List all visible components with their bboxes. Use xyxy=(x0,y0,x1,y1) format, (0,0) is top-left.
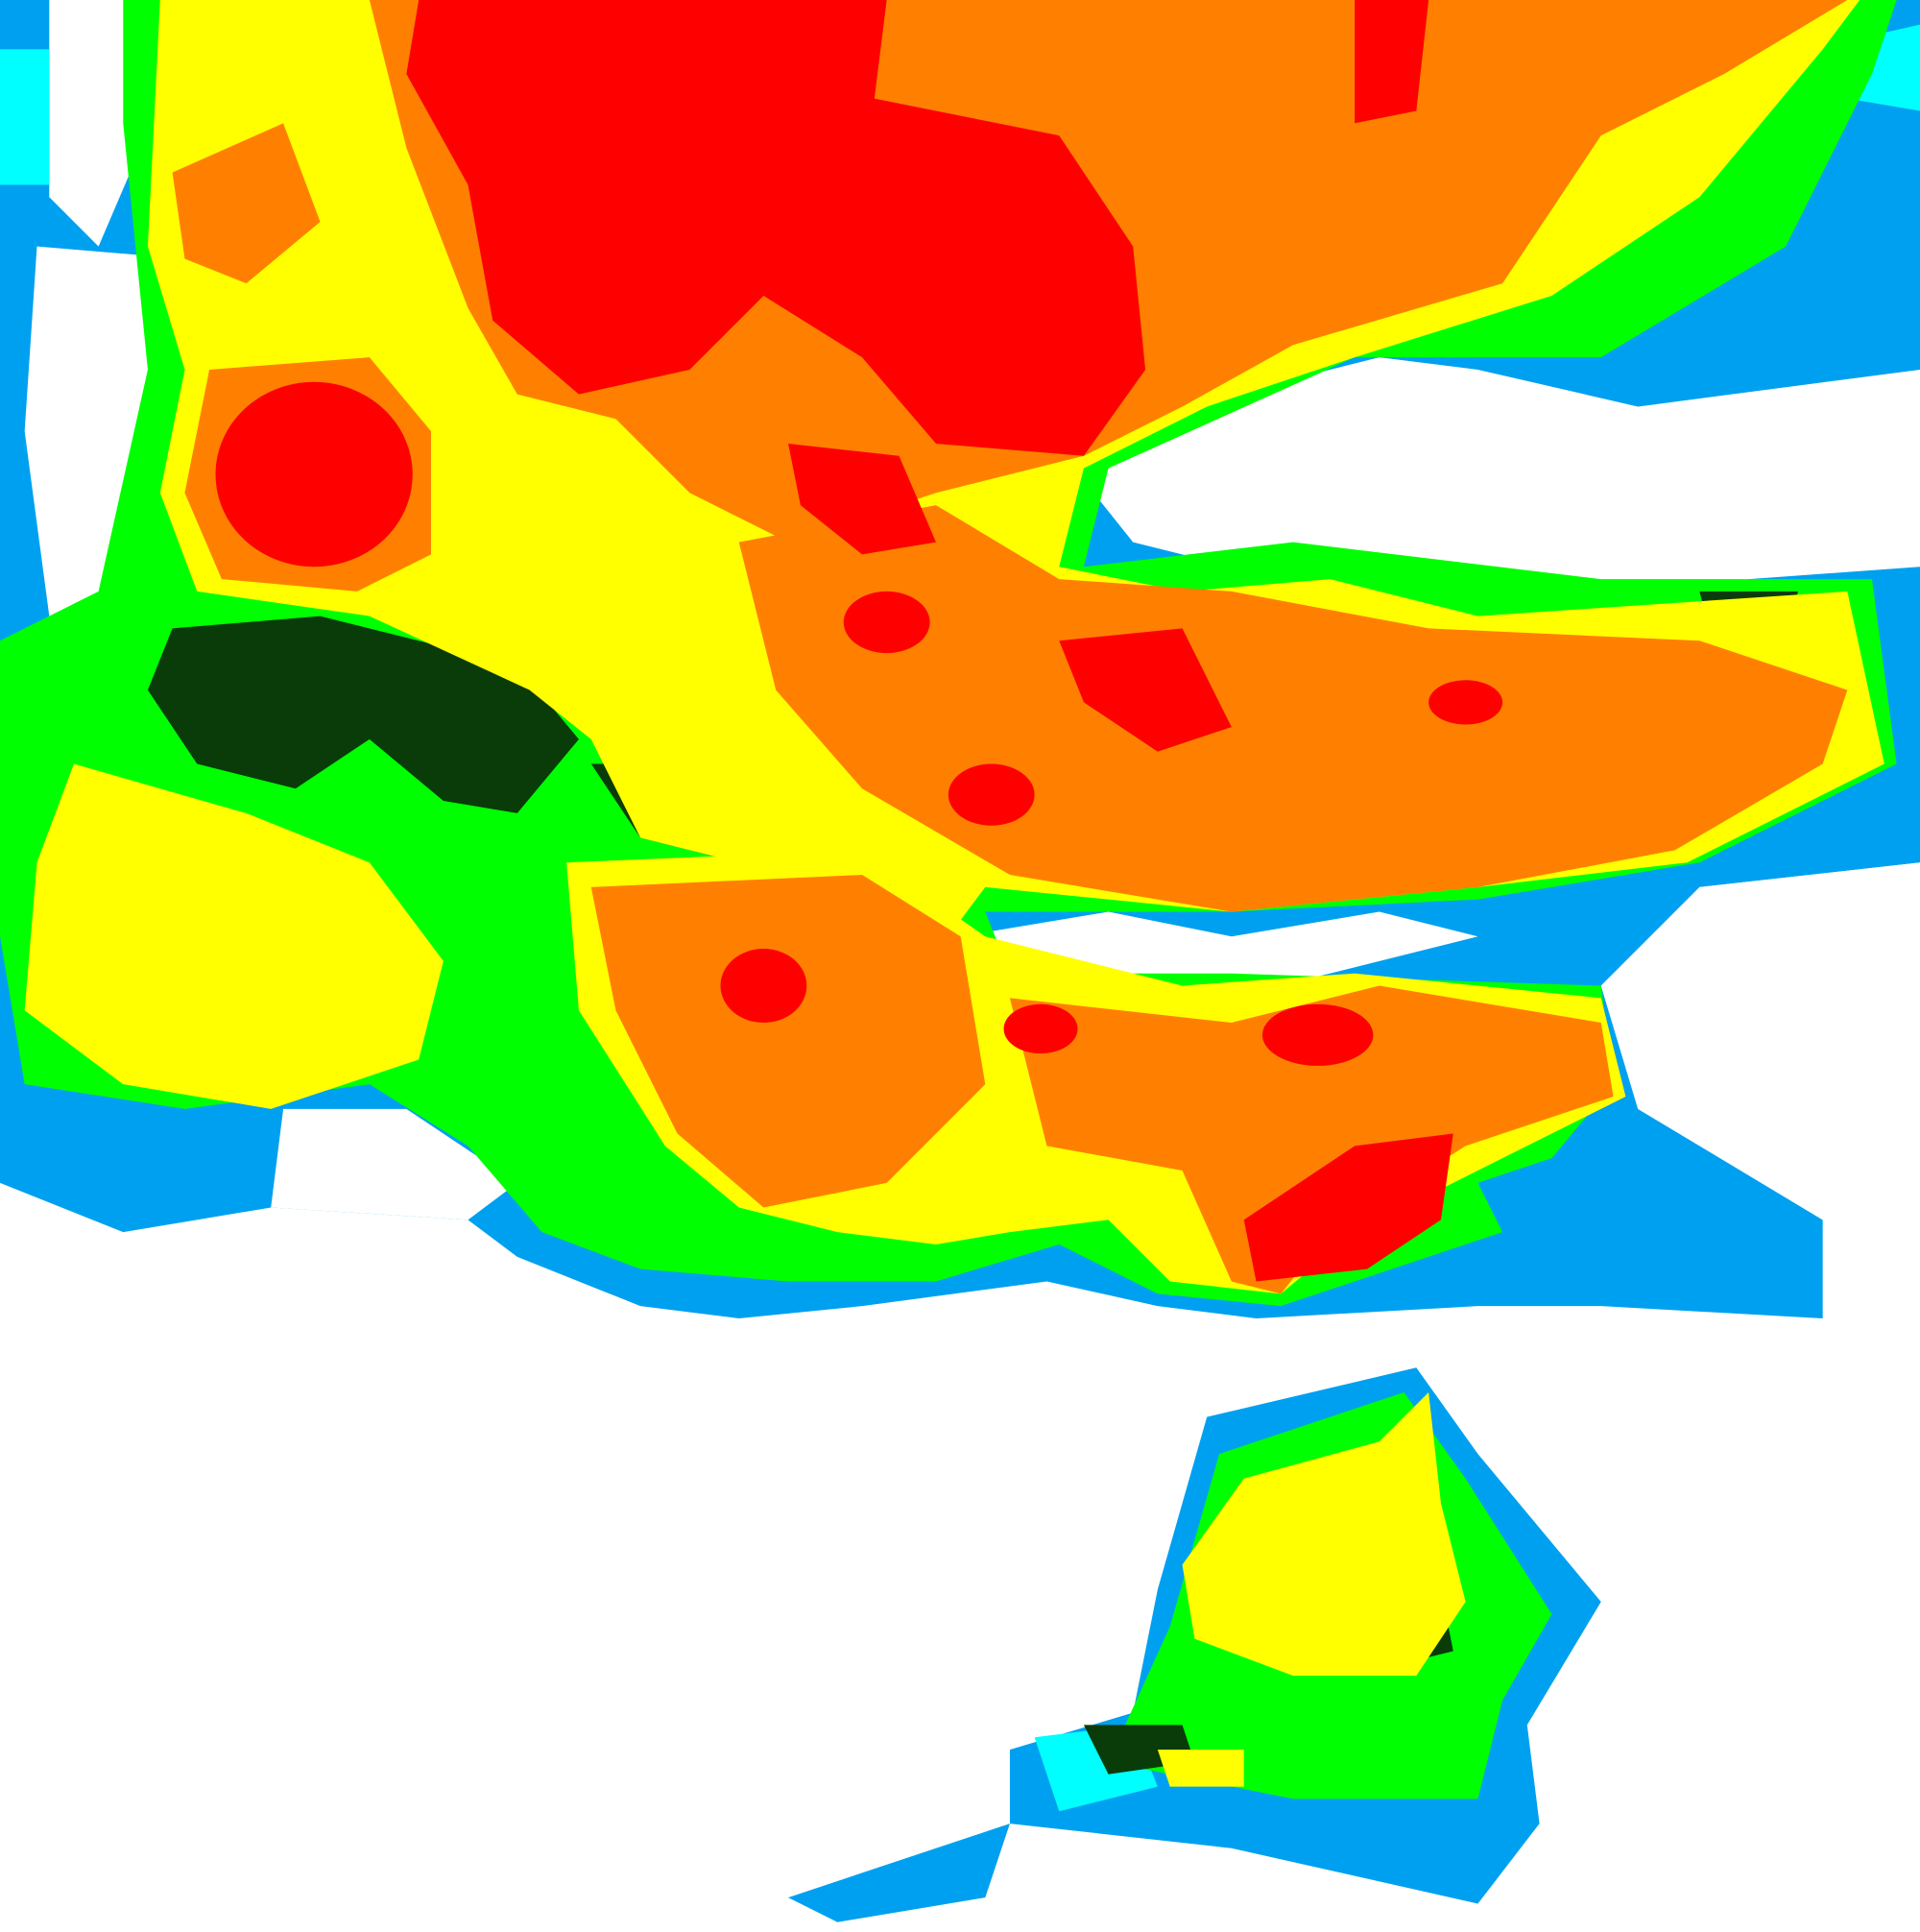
red-north-core xyxy=(406,0,1146,456)
yellow-south xyxy=(1182,1391,1466,1677)
red-mid2 xyxy=(843,591,930,654)
orange-south-lobe xyxy=(590,875,986,1208)
red-band-cell xyxy=(1059,628,1232,752)
cyan-top-left xyxy=(0,49,50,185)
orange-left-top xyxy=(172,123,321,284)
red-ne-streak xyxy=(1355,0,1429,124)
dark-green-left-core xyxy=(147,616,579,813)
red-band-cell2 xyxy=(1428,680,1503,725)
red-left-cell xyxy=(215,381,413,568)
red-mid xyxy=(788,443,936,555)
red-lower-right xyxy=(1243,1133,1453,1282)
yellow-left-lower xyxy=(24,763,444,1109)
south-streak xyxy=(788,1823,1010,1922)
red-band-cell3 xyxy=(948,763,1035,826)
orange-lower-right xyxy=(1009,985,1614,1294)
red-south-lobe xyxy=(720,949,807,1024)
gap-right-lower xyxy=(1600,862,1920,1220)
yellow-south-small xyxy=(1157,1750,1244,1787)
gap-bottom xyxy=(271,1108,517,1220)
red-lower2 xyxy=(1261,1003,1374,1066)
red-lower xyxy=(1003,1003,1078,1054)
layer-red xyxy=(215,0,1503,1282)
